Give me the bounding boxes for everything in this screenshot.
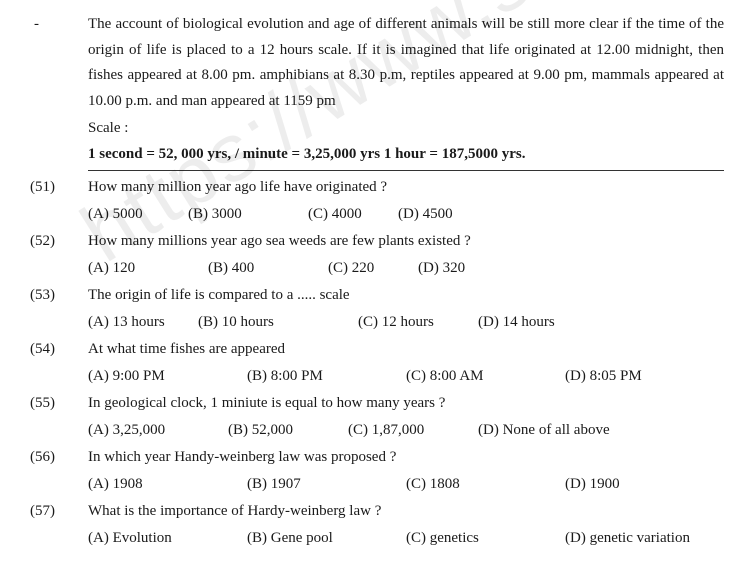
question-text: In which year Handy-weinberg law was pro… <box>88 445 724 471</box>
option-a: (A) 5000 <box>88 202 188 228</box>
question-number: (55) <box>28 391 88 443</box>
intro-dash: - <box>28 12 88 114</box>
option-d: (D) genetic variation <box>565 526 724 552</box>
question-number: (54) <box>28 337 88 389</box>
options-row: (A) 9:00 PM (B) 8:00 PM (C) 8:00 AM (D) … <box>88 364 724 390</box>
option-c: (C) 8:00 AM <box>406 364 565 390</box>
option-c: (C) 1808 <box>406 472 565 498</box>
question-text: The origin of life is compared to a ....… <box>88 283 724 309</box>
options-row: (A) 120 (B) 400 (C) 220 (D) 320 <box>88 256 724 282</box>
option-b: (B) 3000 <box>188 202 308 228</box>
option-a: (A) Evolution <box>88 526 247 552</box>
question-55: (55) In geological clock, 1 miniute is e… <box>28 391 724 443</box>
question-52: (52) How many millions year ago sea weed… <box>28 229 724 281</box>
option-b: (B) 10 hours <box>198 310 358 336</box>
option-d: (D) 8:05 PM <box>565 364 724 390</box>
option-b: (B) 52,000 <box>228 418 348 444</box>
option-a: (A) 1908 <box>88 472 247 498</box>
question-56: (56) In which year Handy-weinberg law wa… <box>28 445 724 497</box>
option-d: (D) None of all above <box>478 418 628 444</box>
option-b: (B) 8:00 PM <box>247 364 406 390</box>
option-b: (B) 400 <box>208 256 328 282</box>
option-d: (D) 1900 <box>565 472 724 498</box>
options-row: (A) 13 hours (B) 10 hours (C) 12 hours (… <box>88 310 724 336</box>
question-text: What is the importance of Hardy-weinberg… <box>88 499 724 525</box>
option-c: (C) genetics <box>406 526 565 552</box>
options-row: (A) Evolution (B) Gene pool (C) genetics… <box>88 526 724 552</box>
option-c: (C) 12 hours <box>358 310 478 336</box>
scale-line: 1 second = 52, 000 yrs, / minute = 3,25,… <box>88 142 724 172</box>
option-a: (A) 9:00 PM <box>88 364 247 390</box>
question-number: (52) <box>28 229 88 281</box>
question-54: (54) At what time fishes are appeared (A… <box>28 337 724 389</box>
question-text: How many million year ago life have orig… <box>88 175 724 201</box>
option-b: (B) 1907 <box>247 472 406 498</box>
option-c: (C) 4000 <box>308 202 398 228</box>
option-d: (D) 14 hours <box>478 310 598 336</box>
option-b: (B) Gene pool <box>247 526 406 552</box>
question-text: How many millions year ago sea weeds are… <box>88 229 724 255</box>
options-row: (A) 1908 (B) 1907 (C) 1808 (D) 1900 <box>88 472 724 498</box>
question-number: (53) <box>28 283 88 335</box>
question-text: In geological clock, 1 miniute is equal … <box>88 391 724 417</box>
options-row: (A) 5000 (B) 3000 (C) 4000 (D) 4500 <box>88 202 724 228</box>
intro-block: - The account of biological evolution an… <box>28 12 724 114</box>
question-53: (53) The origin of life is compared to a… <box>28 283 724 335</box>
intro-text: The account of biological evolution and … <box>88 12 724 114</box>
options-row: (A) 3,25,000 (B) 52,000 (C) 1,87,000 (D)… <box>88 418 724 444</box>
question-number: (57) <box>28 499 88 551</box>
option-d: (D) 4500 <box>398 202 488 228</box>
option-a: (A) 120 <box>88 256 208 282</box>
option-d: (D) 320 <box>418 256 508 282</box>
scale-label: Scale : <box>88 116 724 142</box>
question-number: (56) <box>28 445 88 497</box>
option-a: (A) 3,25,000 <box>88 418 228 444</box>
question-57: (57) What is the importance of Hardy-wei… <box>28 499 724 551</box>
option-a: (A) 13 hours <box>88 310 198 336</box>
question-number: (51) <box>28 175 88 227</box>
question-51: (51) How many million year ago life have… <box>28 175 724 227</box>
question-text: At what time fishes are appeared <box>88 337 724 363</box>
option-c: (C) 220 <box>328 256 418 282</box>
option-c: (C) 1,87,000 <box>348 418 478 444</box>
